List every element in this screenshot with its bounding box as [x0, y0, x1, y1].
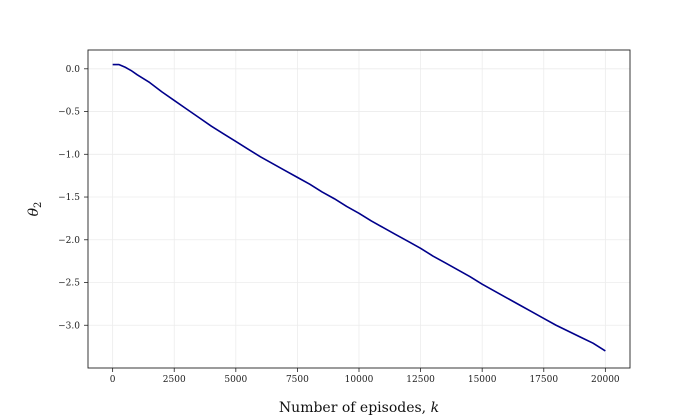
x-tick-label: 12500: [406, 375, 435, 385]
y-axis-ticks: 0.0 −0.5 −1.0 −1.5 −2.0 −2.5 −3.0: [58, 65, 88, 331]
y-tick-label: −2.5: [58, 279, 80, 289]
grid-lines: [88, 50, 630, 368]
y-axis-label: θ2: [26, 202, 44, 217]
x-tick-label: 7500: [286, 375, 309, 385]
x-axis-label-var: k: [431, 400, 439, 416]
y-tick-label: −3.0: [58, 321, 80, 331]
x-tick-label: 5000: [224, 375, 247, 385]
series-line: [112, 63, 606, 352]
y-tick-label: −2.0: [58, 236, 80, 246]
y-tick-label: −1.5: [58, 193, 80, 203]
x-tick-label: 17500: [529, 375, 558, 385]
x-tick-label: 2500: [163, 375, 186, 385]
x-tick-label: 15000: [468, 375, 497, 385]
x-tick-label: 10000: [345, 375, 374, 385]
series-group: [112, 63, 606, 352]
x-axis-label: Number of episodes, k: [279, 400, 439, 416]
y-axis-label-var: θ: [26, 207, 42, 216]
x-axis-ticks: 0 2500 5000 7500 10000 12500 15000 17500 20000: [110, 368, 620, 385]
y-tick-label: 0.0: [66, 65, 81, 75]
x-axis-label-text: Number of episodes,: [279, 400, 431, 416]
y-tick-label: −1.0: [58, 150, 80, 160]
x-tick-label: 20000: [591, 375, 620, 385]
y-axis-label-sub: 2: [33, 202, 44, 208]
y-tick-label: −0.5: [58, 108, 80, 118]
x-tick-label: 0: [110, 375, 116, 385]
